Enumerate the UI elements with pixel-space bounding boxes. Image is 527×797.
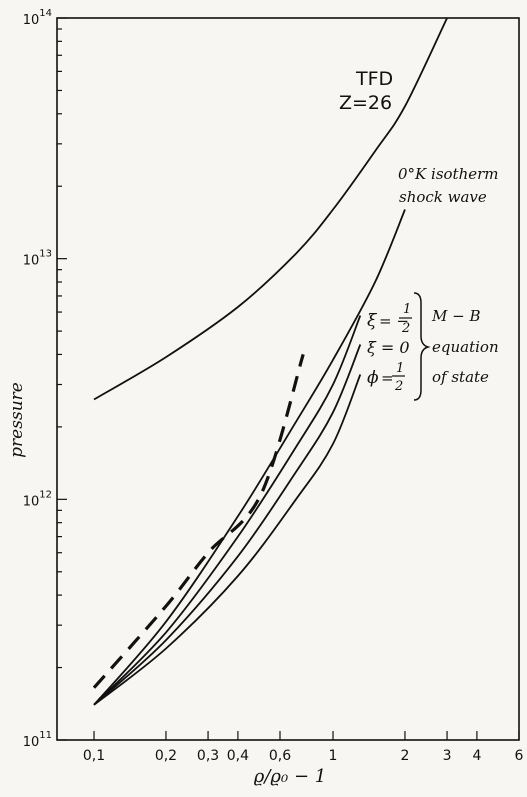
series-group bbox=[92, 17, 448, 706]
x-axis-ticks: 0,1 0,2 0,3 0,4 0,6 1 2 3 4 6 bbox=[83, 731, 524, 764]
annotation-tfd-line1: TFD bbox=[355, 68, 393, 90]
annotation-xi-values: ξ = − 1 2 ξ = 0 ϕ = 1 2 M − B equation o… bbox=[367, 292, 499, 401]
x-tick-label-1: 0,2 bbox=[155, 748, 177, 764]
y-tick-label-0: 1011 bbox=[23, 730, 52, 750]
y-axis-label: pressure bbox=[7, 382, 27, 458]
annotation-tfd-line2: Z=26 bbox=[339, 92, 392, 114]
x-tick-label-0: 0,1 bbox=[83, 748, 105, 764]
series-tfd bbox=[93, 17, 448, 401]
series-xi-zero bbox=[93, 344, 362, 706]
annotation-isotherm-line2: shock wave bbox=[399, 188, 487, 206]
series-xi-neg-half bbox=[93, 315, 362, 706]
series-experiment-dashed bbox=[92, 353, 305, 689]
x-tick-label-5: 1 bbox=[329, 748, 338, 764]
y-axis-ticks: 1011 1012 1013 1014 bbox=[23, 8, 67, 750]
y-tick-label-1: 1012 bbox=[23, 489, 52, 509]
annotation-tfd: TFD Z=26 bbox=[339, 68, 393, 114]
annotation-isotherm: 0°K isotherm shock wave bbox=[398, 165, 499, 206]
x-axis-label: ϱ/ϱ₀ − 1 bbox=[254, 766, 326, 787]
x-tick-label-7: 3 bbox=[443, 748, 452, 764]
xi3-numerator: 1 bbox=[396, 361, 404, 376]
series-xi-half bbox=[93, 374, 362, 706]
xi3-denominator: 2 bbox=[394, 379, 403, 394]
series-isotherm-shock bbox=[93, 209, 406, 706]
xi3-symbol: ϕ bbox=[367, 368, 379, 388]
annotation-mb-line1: M − B bbox=[431, 307, 481, 325]
x-tick-label-6: 2 bbox=[401, 748, 410, 764]
annotation-isotherm-line1: 0°K isotherm bbox=[398, 165, 499, 183]
xi2-label: ξ = 0 bbox=[367, 338, 410, 357]
x-tick-label-3: 0,4 bbox=[227, 748, 249, 764]
xi1-equals: = − bbox=[379, 312, 409, 330]
x-tick-label-2: 0,3 bbox=[197, 748, 219, 764]
x-tick-label-9: 6 bbox=[515, 748, 524, 764]
xi1-numerator: 1 bbox=[403, 302, 411, 317]
plot-frame bbox=[56, 17, 520, 741]
xi3-equals: = bbox=[381, 369, 394, 387]
xi1-denominator: 2 bbox=[401, 321, 410, 336]
xi1-symbol: ξ bbox=[367, 311, 378, 331]
annotation-mb-line2: equation bbox=[432, 338, 499, 356]
y-tick-label-3: 1014 bbox=[23, 8, 52, 28]
annotation-mb-line3: of state bbox=[432, 368, 489, 386]
x-tick-label-4: 0,6 bbox=[269, 748, 291, 764]
curly-brace bbox=[413, 292, 431, 401]
x-tick-label-8: 4 bbox=[472, 748, 481, 764]
y-tick-label-2: 1013 bbox=[23, 249, 52, 269]
